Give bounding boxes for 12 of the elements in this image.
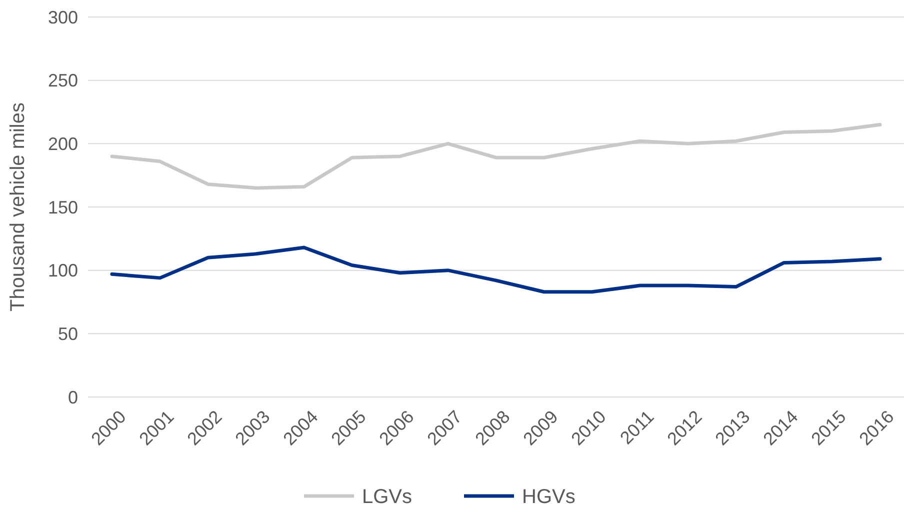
line-series: [110, 122, 882, 190]
y-tick-label: 250: [48, 70, 78, 91]
y-tick-label: 0: [68, 387, 78, 408]
y-tick-label: 200: [48, 134, 78, 154]
legend-label: LGVs: [362, 486, 412, 508]
y-axis-title: Thousand vehicle miles: [7, 102, 29, 312]
y-tick-label: 100: [48, 260, 78, 281]
y-tick-label: 300: [48, 7, 78, 28]
legend-label: HGVs: [522, 486, 576, 508]
y-tick-label: 50: [58, 324, 78, 344]
y-tick-label: 150: [48, 197, 78, 218]
line-series: [110, 246, 882, 294]
